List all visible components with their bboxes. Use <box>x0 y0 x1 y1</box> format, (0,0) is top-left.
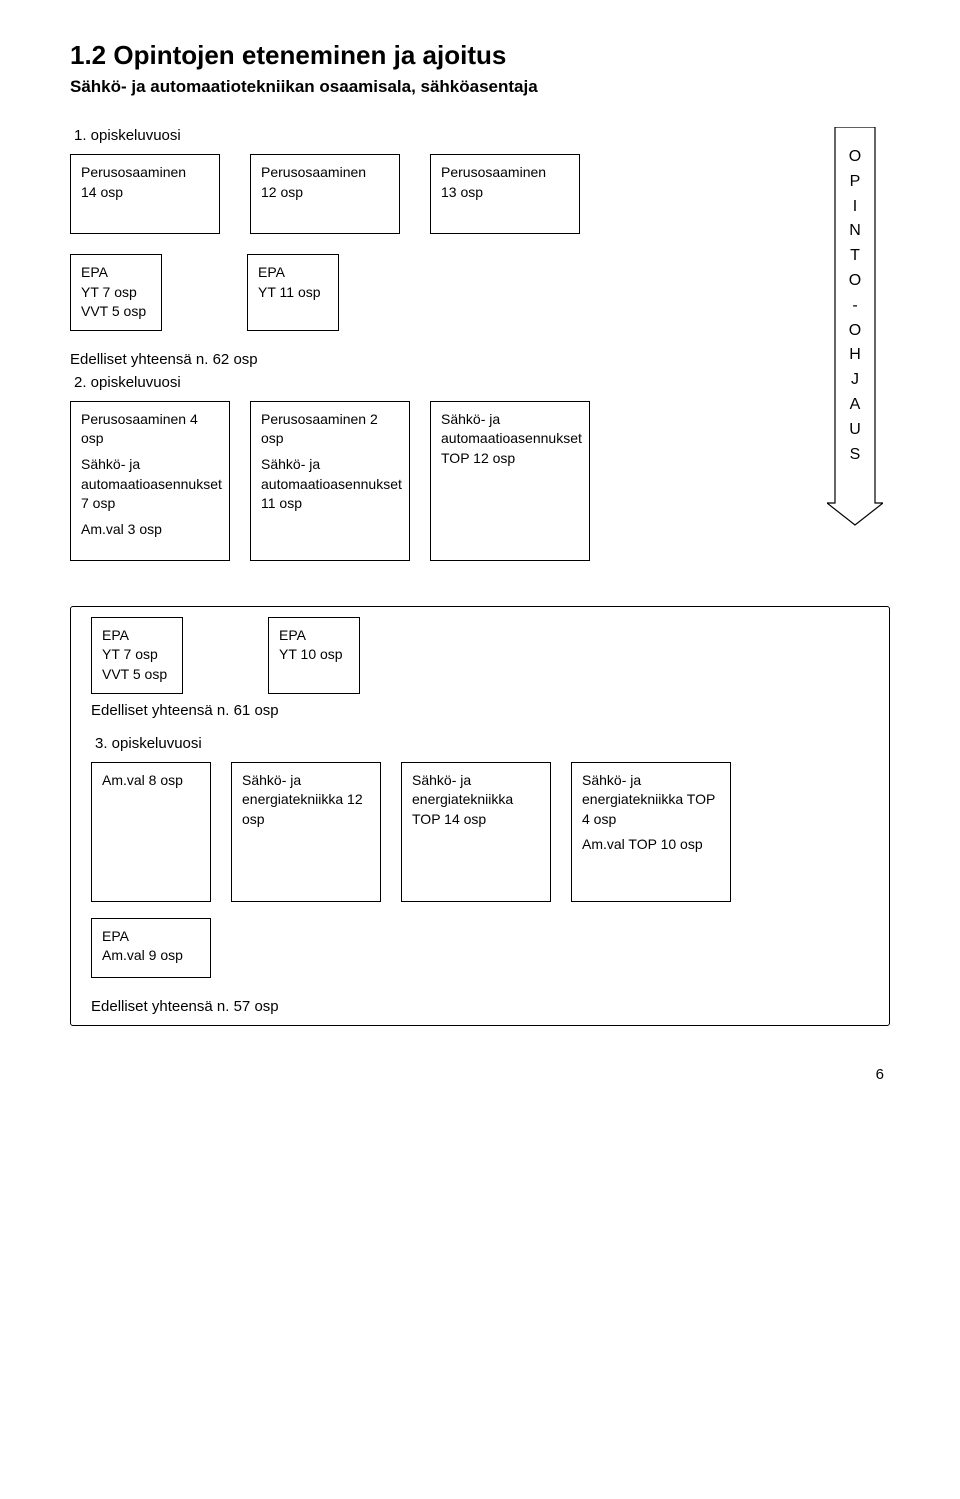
text: Perusosaaminen 4 osp <box>81 410 219 449</box>
content-column: 1. opiskeluvuosi Perusosaaminen 14 osp P… <box>70 127 800 581</box>
arrow-letters: O P I N T O - O H J A U S <box>827 145 883 467</box>
text: 12 osp <box>261 183 389 203</box>
text: Sähkö- ja automaatioasennukset 11 osp <box>261 455 399 514</box>
box-perus2: Perusosaaminen 2 osp Sähkö- ja automaati… <box>250 401 410 561</box>
letter: I <box>853 195 857 220</box>
page-subtitle: Sähkö- ja automaatiotekniikan osaamisala… <box>70 77 890 97</box>
text: Am.val 3 osp <box>81 520 219 540</box>
letter: O <box>849 269 861 294</box>
letter: A <box>850 393 861 418</box>
letter: O <box>849 319 861 344</box>
year1-label: 1. opiskeluvuosi <box>70 127 800 144</box>
year3-label: 3. opiskeluvuosi <box>91 735 869 752</box>
text: EPA <box>81 263 151 283</box>
text: Sähkö- ja energiatekniikka TOP 4 osp <box>582 771 720 830</box>
text: EPA <box>258 263 328 283</box>
box-epa-amval9: EPA Am.val 9 osp <box>91 918 211 978</box>
box-perus4: Perusosaaminen 4 osp Sähkö- ja automaati… <box>70 401 230 561</box>
text: Am.val TOP 10 osp <box>582 835 720 855</box>
text: Sähkö- ja automaatioasennukset 7 osp <box>81 455 219 514</box>
opinto-ohjaus-arrow: O P I N T O - O H J A U S <box>820 127 890 581</box>
lower-frame: EPA YT 7 osp VVT 5 osp EPA YT 10 osp Ede… <box>70 606 890 1026</box>
text: Sähkö- ja automaatioasennukset <box>441 410 579 449</box>
text: VVT 5 osp <box>102 665 172 685</box>
year3-summary: Edelliset yhteensä n. 57 osp <box>91 998 869 1015</box>
text: Am.val 9 osp <box>102 946 200 966</box>
letter: H <box>849 343 861 368</box>
year1-row2: EPA YT 7 osp VVT 5 osp EPA YT 11 osp <box>70 254 800 331</box>
text: 13 osp <box>441 183 569 203</box>
text: 14 osp <box>81 183 209 203</box>
text: Am.val 8 osp <box>102 771 200 791</box>
page-title: 1.2 Opintojen eteneminen ja ajoitus <box>70 40 890 71</box>
year1-row1: Perusosaaminen 14 osp Perusosaaminen 12 … <box>70 154 800 234</box>
box-top12: Sähkö- ja automaatioasennukset TOP 12 os… <box>430 401 590 561</box>
text: YT 11 osp <box>258 283 328 303</box>
text: TOP 12 osp <box>441 449 579 469</box>
letter: J <box>851 368 859 393</box>
text: EPA <box>102 626 172 646</box>
page-number: 6 <box>70 1066 890 1083</box>
year3-row1: Am.val 8 osp Sähkö- ja energiatekniikka … <box>91 762 869 902</box>
box-epa-yt10: EPA YT 10 osp <box>268 617 360 694</box>
box-energia12: Sähkö- ja energiatekniikka 12 osp <box>231 762 381 902</box>
box-perus-13: Perusosaaminen 13 osp <box>430 154 580 234</box>
text: Sähkö- ja energiatekniikka TOP 14 osp <box>412 771 540 830</box>
box-epa-yt11: EPA YT 11 osp <box>247 254 339 331</box>
box-perus-14: Perusosaaminen 14 osp <box>70 154 220 234</box>
letter: P <box>850 170 861 195</box>
year1-summary: Edelliset yhteensä n. 62 osp <box>70 351 800 368</box>
letter: N <box>849 219 861 244</box>
year2-summary: Edelliset yhteensä n. 61 osp <box>91 702 869 719</box>
text: YT 7 osp <box>102 645 172 665</box>
letter: O <box>849 145 861 170</box>
box-energia-top4: Sähkö- ja energiatekniikka TOP 4 osp Am.… <box>571 762 731 902</box>
text: EPA <box>279 626 349 646</box>
letter: - <box>852 294 857 319</box>
box-perus-12: Perusosaaminen 12 osp <box>250 154 400 234</box>
letter: T <box>850 244 860 269</box>
letter: U <box>849 418 861 443</box>
text: Perusosaaminen <box>261 163 389 183</box>
box-amval8: Am.val 8 osp <box>91 762 211 902</box>
box-epa-yt7-vvt5-b: EPA YT 7 osp VVT 5 osp <box>91 617 183 694</box>
year3-row2: EPA Am.val 9 osp <box>91 918 869 978</box>
text: Perusosaaminen 2 osp <box>261 410 399 449</box>
text: EPA <box>102 927 200 947</box>
box-energia-top14: Sähkö- ja energiatekniikka TOP 14 osp <box>401 762 551 902</box>
text: YT 10 osp <box>279 645 349 665</box>
text: Perusosaaminen <box>81 163 209 183</box>
year2-row2: EPA YT 7 osp VVT 5 osp EPA YT 10 osp <box>91 617 869 694</box>
year2-row1: Perusosaaminen 4 osp Sähkö- ja automaati… <box>70 401 800 561</box>
letter: S <box>850 443 861 468</box>
main-content: 1. opiskeluvuosi Perusosaaminen 14 osp P… <box>70 127 890 581</box>
text: VVT 5 osp <box>81 302 151 322</box>
text: Perusosaaminen <box>441 163 569 183</box>
text: YT 7 osp <box>81 283 151 303</box>
text: Sähkö- ja energiatekniikka 12 osp <box>242 771 370 830</box>
year2-label: 2. opiskeluvuosi <box>70 374 800 391</box>
box-epa-yt7-vvt5: EPA YT 7 osp VVT 5 osp <box>70 254 162 331</box>
